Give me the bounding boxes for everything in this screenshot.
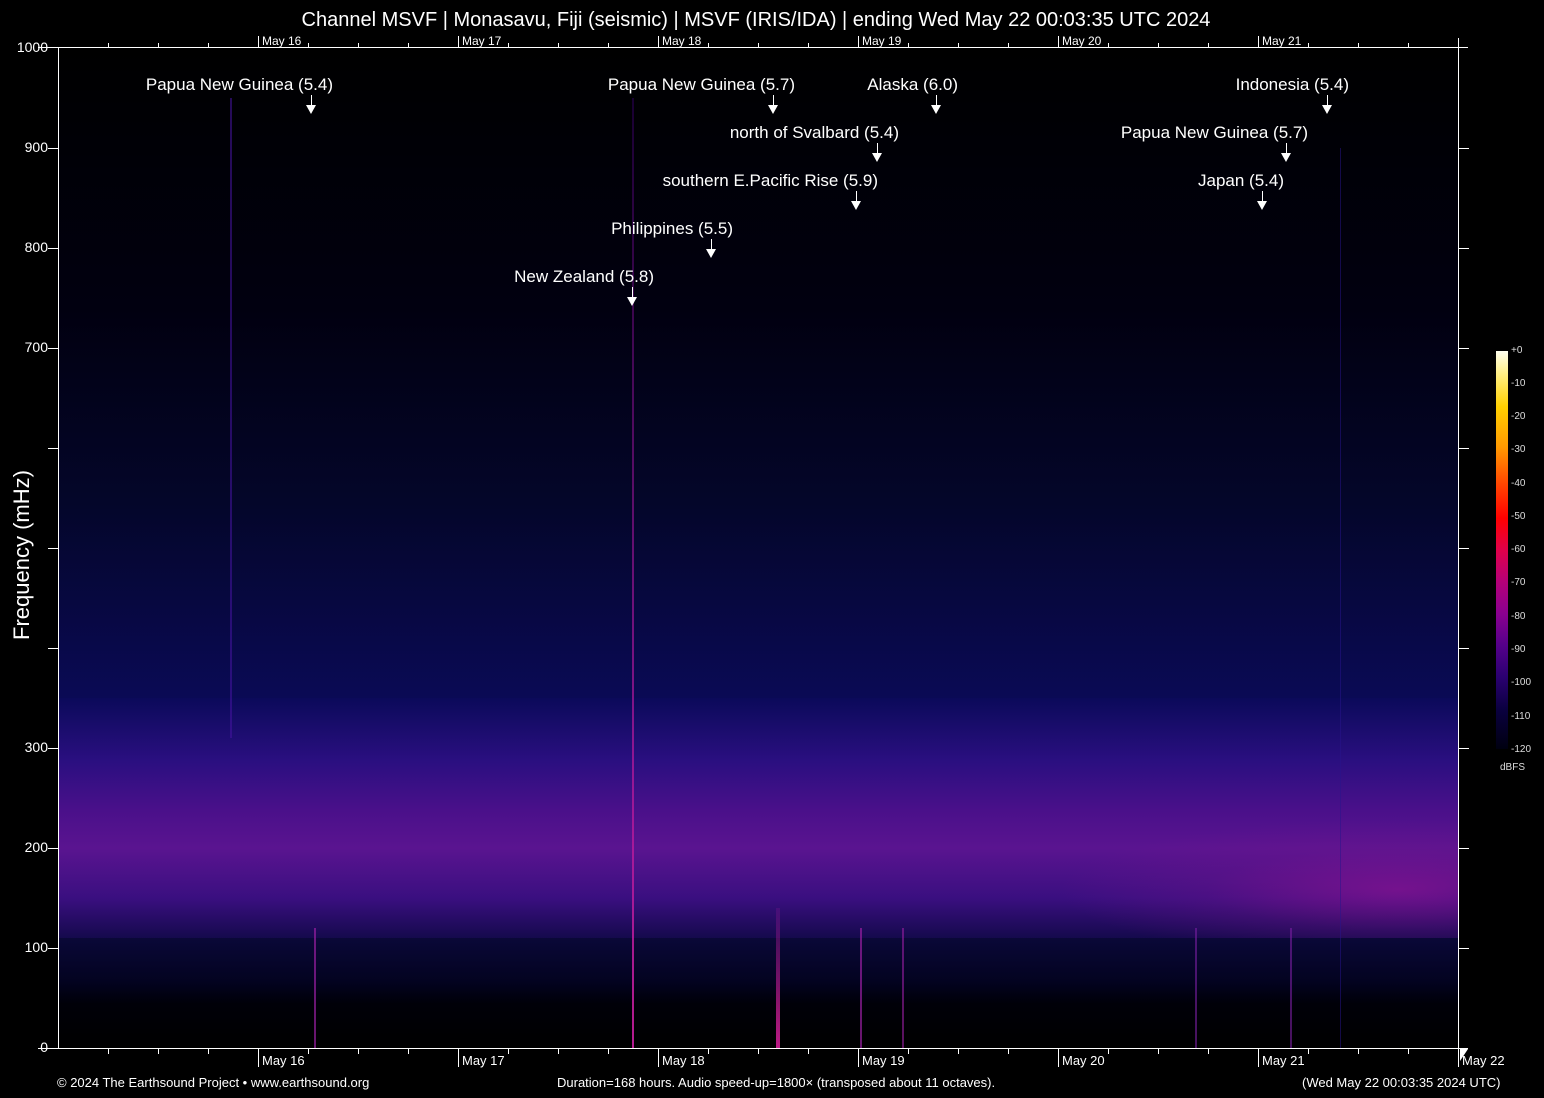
y-tick-label: 100	[24, 939, 48, 955]
arrow-stem-icon	[1262, 191, 1263, 203]
arrow-down-icon	[931, 105, 941, 114]
event-spike	[314, 928, 316, 1048]
x-tick-label: May 18	[662, 1053, 705, 1068]
noise-floor-upper	[58, 48, 1458, 698]
earthquake-label: Papua New Guinea (5.7)	[607, 75, 795, 94]
colorbar-label: -50	[1511, 511, 1526, 522]
spectrogram-plot	[58, 48, 1458, 1048]
mouse-cursor-icon	[1460, 1049, 1468, 1061]
colorbar-label: -100	[1511, 677, 1532, 688]
y-axis-left	[58, 47, 59, 1049]
footer-timestamp: (Wed May 22 00:03:35 2024 UTC)	[1302, 1075, 1501, 1090]
earthquake-label: Alaska (6.0)	[867, 75, 958, 94]
event-spike	[632, 98, 634, 1048]
arrow-down-icon	[627, 297, 637, 306]
arrow-stem-icon	[773, 95, 774, 107]
colorbar-label: -30	[1511, 444, 1526, 455]
event-spike	[1195, 928, 1197, 1048]
arrow-down-icon	[768, 105, 778, 114]
earthquake-label: Papua New Guinea (5.7)	[1120, 123, 1308, 142]
colorbar-label: -80	[1511, 611, 1526, 622]
microseism-band-late	[1058, 818, 1458, 948]
x-top-tick-label: May 20	[1062, 34, 1102, 48]
arrow-stem-icon	[856, 191, 857, 203]
x-axis-top	[38, 47, 1468, 48]
colorbar-label: -60	[1511, 544, 1526, 555]
x-tick-label: May 16	[262, 1053, 305, 1068]
arrow-stem-icon	[1286, 143, 1287, 155]
y-tick-label: 1000	[16, 39, 48, 55]
colorbar-label: -120	[1511, 744, 1532, 755]
arrow-stem-icon	[936, 95, 937, 107]
earthquake-label: Papua New Guinea (5.4)	[145, 75, 333, 94]
low-frequency-band	[58, 938, 1458, 1048]
arrow-down-icon	[1322, 105, 1332, 114]
x-tick-label: May 21	[1262, 1053, 1305, 1068]
event-spike	[230, 98, 232, 738]
x-top-tick-label: May 17	[462, 34, 502, 48]
colorbar-unit: dBFS	[1500, 762, 1526, 773]
arrow-down-icon	[851, 201, 861, 210]
y-tick-label: 800	[24, 239, 48, 255]
arrow-stem-icon	[711, 239, 712, 251]
y-tick-label: 200	[24, 839, 48, 855]
earthquake-label: Japan (5.4)	[1198, 171, 1284, 190]
arrow-stem-icon	[1327, 95, 1328, 107]
x-tick-label: May 20	[1062, 1053, 1105, 1068]
colorbar-label: -10	[1511, 378, 1526, 389]
y-tick-label: 0	[40, 1039, 48, 1055]
colorbar-label: -90	[1511, 644, 1526, 655]
y-tick-label: 300	[24, 739, 48, 755]
colorbar-label: -110	[1511, 711, 1531, 722]
earthquake-label: New Zealand (5.8)	[514, 267, 654, 286]
arrow-down-icon	[706, 249, 716, 258]
event-spike	[1340, 148, 1341, 1048]
earthquake-label: southern E.Pacific Rise (5.9)	[662, 171, 878, 190]
x-top-tick-label: May 18	[662, 34, 702, 48]
colorbar	[1496, 351, 1508, 749]
footer-duration: Duration=168 hours. Audio speed-up=1800×…	[557, 1075, 996, 1090]
event-spike	[776, 908, 780, 1048]
earthquake-label: Philippines (5.5)	[611, 219, 733, 238]
x-top-tick-label: May 19	[862, 34, 902, 48]
y-axis-title: Frequency (mHz)	[9, 470, 34, 640]
arrow-down-icon	[1257, 201, 1267, 210]
arrow-down-icon	[872, 153, 882, 162]
x-axis-bottom	[38, 1048, 1468, 1049]
x-tick-label: May 22	[1462, 1053, 1505, 1068]
colorbar-label: -20	[1511, 411, 1526, 422]
y-tick-label: 900	[24, 139, 48, 155]
x-top-tick-label: May 21	[1262, 34, 1302, 48]
arrow-down-icon	[306, 105, 316, 114]
y-axis-right	[1458, 38, 1459, 1049]
x-top-tick-label: May 16	[262, 34, 302, 48]
event-spike	[902, 928, 904, 1048]
colorbar-label: -40	[1511, 478, 1526, 489]
chart-title: Channel MSVF | Monasavu, Fiji (seismic) …	[301, 9, 1211, 31]
colorbar-label: -70	[1511, 577, 1526, 588]
x-tick-label: May 17	[462, 1053, 505, 1068]
event-spike	[1290, 928, 1292, 1048]
footer-copyright: © 2024 The Earthsound Project • www.eart…	[57, 1075, 370, 1090]
earthquake-label: north of Svalbard (5.4)	[729, 123, 899, 142]
arrow-stem-icon	[311, 95, 312, 107]
arrow-stem-icon	[632, 287, 633, 299]
arrow-stem-icon	[877, 143, 878, 155]
event-spike	[860, 928, 862, 1048]
y-tick-label: 700	[24, 339, 48, 355]
arrow-down-icon	[1281, 153, 1291, 162]
colorbar-label: +0	[1511, 345, 1523, 356]
x-tick-label: May 19	[862, 1053, 905, 1068]
earthquake-label: Indonesia (5.4)	[1235, 75, 1349, 94]
